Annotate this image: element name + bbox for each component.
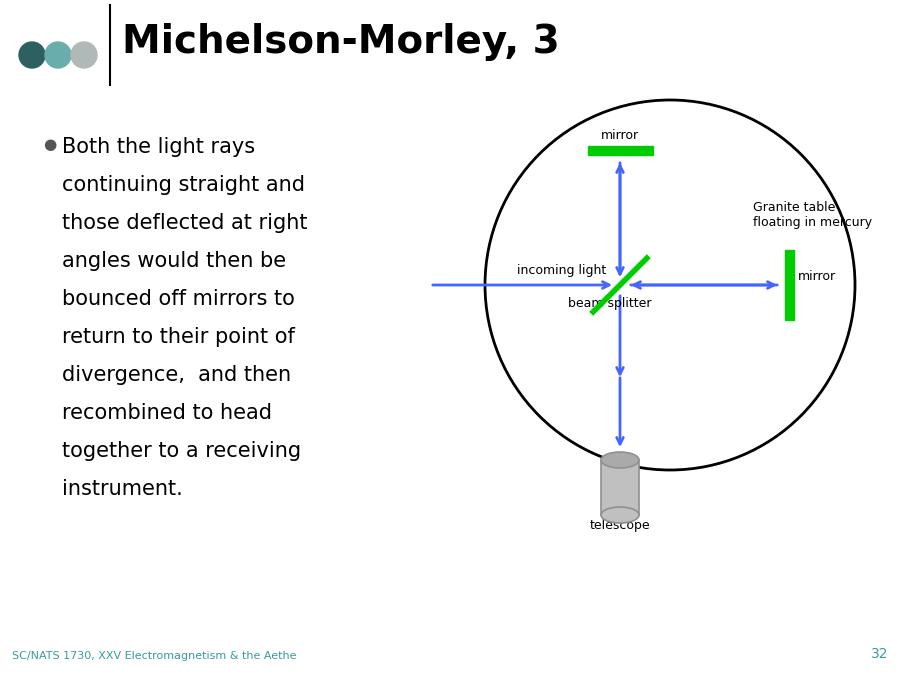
Ellipse shape (601, 452, 639, 468)
Circle shape (45, 42, 71, 68)
Text: together to a receiving: together to a receiving (62, 441, 302, 461)
Ellipse shape (601, 507, 639, 523)
Text: Granite table
floating in mercury: Granite table floating in mercury (753, 200, 872, 229)
Text: Michelson-Morley, 3: Michelson-Morley, 3 (122, 23, 560, 61)
Text: telescope: telescope (590, 519, 651, 532)
Bar (601, 460, 639, 515)
Text: 32: 32 (870, 647, 888, 661)
Text: bounced off mirrors to: bounced off mirrors to (62, 289, 295, 309)
Text: ●: ● (43, 137, 56, 152)
Text: mirror: mirror (601, 129, 639, 142)
Text: return to their point of: return to their point of (62, 327, 295, 347)
Text: those deflected at right: those deflected at right (62, 213, 308, 233)
Text: SC/NATS 1730, XXV Electromagnetism & the Aethe: SC/NATS 1730, XXV Electromagnetism & the… (12, 651, 296, 661)
Text: Both the light rays: Both the light rays (62, 137, 255, 157)
Text: recombined to head: recombined to head (62, 403, 272, 423)
Bar (588, 146, 652, 155)
Bar (785, 250, 794, 320)
Text: incoming light: incoming light (518, 264, 607, 277)
Text: beam splitter: beam splitter (568, 297, 652, 310)
Text: divergence,  and then: divergence, and then (62, 365, 291, 385)
Text: instrument.: instrument. (62, 479, 183, 499)
Text: mirror: mirror (798, 270, 836, 283)
Circle shape (71, 42, 97, 68)
Text: angles would then be: angles would then be (62, 251, 286, 271)
Text: continuing straight and: continuing straight and (62, 175, 305, 195)
Circle shape (19, 42, 45, 68)
